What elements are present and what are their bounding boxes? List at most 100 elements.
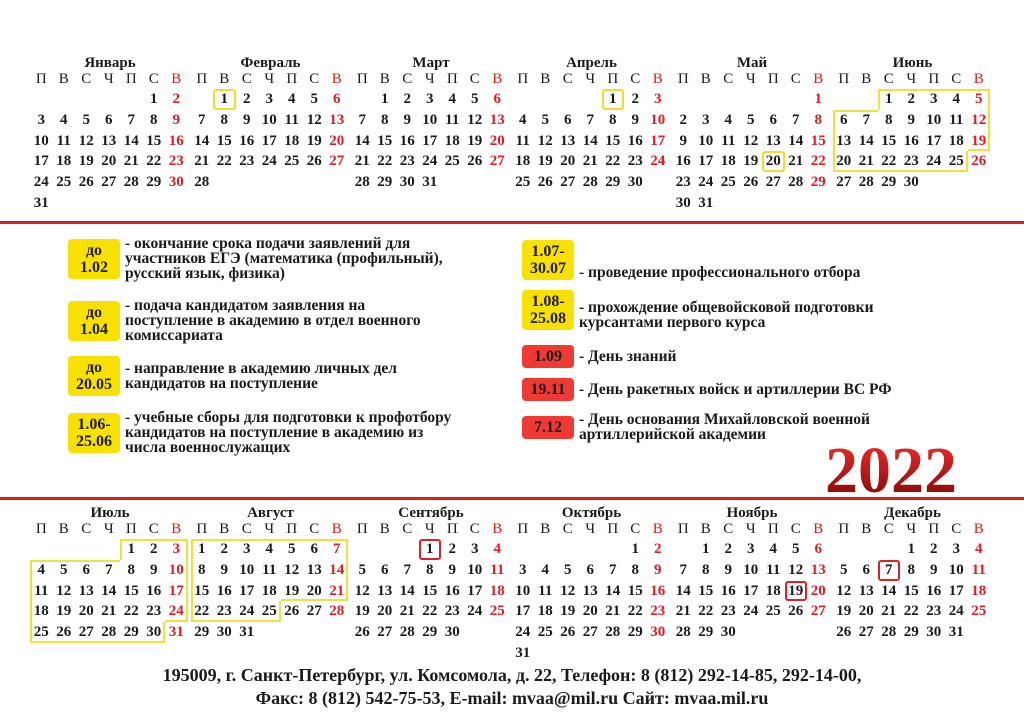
day-cell[interactable]: 7	[609, 561, 617, 578]
day-cell[interactable]: 9	[907, 111, 916, 128]
day-cell[interactable]: 13	[306, 561, 322, 578]
day-cell[interactable]: 20	[101, 153, 117, 170]
day-cell[interactable]: 4	[769, 541, 778, 557]
day-cell[interactable]: 18	[284, 132, 300, 149]
day-cell[interactable]: 25	[765, 603, 781, 620]
day-cell[interactable]: 13	[377, 582, 393, 599]
day-cell[interactable]: 31	[948, 624, 964, 641]
day-cell[interactable]: 16	[903, 132, 919, 149]
day-cell[interactable]: 25	[971, 603, 987, 620]
day-cell[interactable]: 10	[422, 111, 438, 128]
day-cell[interactable]: 19	[78, 153, 94, 170]
day-cell[interactable]: 30	[168, 174, 184, 191]
day-cell[interactable]: 9	[403, 111, 412, 128]
day-cell[interactable]: 6	[493, 91, 502, 107]
day-cell[interactable]: 19	[971, 132, 987, 149]
day-cell[interactable]: 6	[564, 111, 572, 128]
day-cell-highlighted[interactable]: 19	[784, 580, 807, 602]
day-cell[interactable]: 2	[243, 91, 251, 107]
day-cell[interactable]: 14	[194, 132, 210, 149]
day-cell[interactable]: 2	[220, 541, 229, 557]
day-cell[interactable]: 6	[586, 561, 595, 578]
day-cell[interactable]: 11	[971, 561, 986, 578]
day-cell[interactable]: 28	[788, 174, 804, 191]
day-cell[interactable]: 12	[78, 132, 94, 149]
day-cell[interactable]: 28	[329, 603, 345, 620]
day-cell[interactable]: 10	[948, 561, 964, 578]
day-cell[interactable]: 15	[146, 132, 162, 149]
day-cell[interactable]: 9	[220, 561, 229, 578]
day-cell[interactable]: 23	[444, 603, 460, 620]
day-cell[interactable]: 16	[720, 582, 736, 599]
day-cell[interactable]: 4	[724, 111, 733, 128]
day-cell[interactable]: 4	[493, 541, 502, 557]
day-cell[interactable]: 6	[333, 91, 341, 107]
day-cell[interactable]: 18	[444, 132, 460, 149]
day-cell[interactable]: 10	[698, 132, 714, 149]
day-cell[interactable]: 13	[582, 582, 598, 599]
day-cell[interactable]: 22	[627, 603, 643, 620]
day-cell[interactable]: 29	[146, 174, 162, 191]
day-cell[interactable]: 24	[515, 624, 531, 641]
day-cell[interactable]: 10	[168, 561, 184, 578]
day-cell[interactable]: 12	[56, 582, 72, 599]
day-cell[interactable]: 12	[743, 132, 759, 149]
day-cell[interactable]: 24	[650, 153, 666, 170]
day-cell[interactable]: 8	[702, 561, 710, 578]
day-cell[interactable]: 16	[444, 582, 460, 599]
day-cell[interactable]: 20	[560, 153, 576, 170]
day-cell[interactable]: 21	[881, 603, 897, 620]
day-cell[interactable]: 17	[650, 132, 666, 149]
day-cell[interactable]: 30	[146, 624, 162, 641]
day-cell[interactable]: 8	[885, 111, 893, 128]
day-cell[interactable]: 9	[930, 561, 938, 578]
day-cell[interactable]: 29	[810, 174, 826, 191]
day-cell[interactable]: 17	[467, 582, 483, 599]
day-cell[interactable]: 7	[358, 111, 367, 128]
day-cell[interactable]: 15	[216, 132, 232, 149]
day-cell[interactable]: 21	[605, 603, 621, 620]
day-cell[interactable]: 13	[858, 582, 874, 599]
day-cell[interactable]: 27	[836, 174, 852, 191]
day-cell[interactable]: 1	[381, 91, 389, 107]
day-cell[interactable]: 30	[903, 174, 919, 191]
day-cell[interactable]: 25	[948, 153, 964, 170]
day-cell[interactable]: 24	[239, 603, 255, 620]
day-cell[interactable]: 30	[444, 624, 460, 641]
day-cell-highlighted[interactable]: 7	[877, 559, 900, 581]
day-cell[interactable]: 11	[490, 561, 505, 578]
day-cell[interactable]: 9	[724, 561, 733, 578]
day-cell[interactable]: 26	[836, 624, 852, 641]
day-cell[interactable]: 13	[836, 132, 852, 149]
day-cell[interactable]: 26	[56, 624, 72, 641]
day-cell[interactable]: 12	[836, 582, 852, 599]
day-cell[interactable]: 12	[306, 111, 322, 128]
day-cell[interactable]: 23	[239, 153, 255, 170]
day-cell[interactable]: 8	[220, 111, 229, 128]
day-cell[interactable]: 14	[788, 132, 804, 149]
day-cell[interactable]: 7	[333, 541, 341, 557]
day-cell[interactable]: 11	[766, 561, 781, 578]
day-cell[interactable]: 6	[82, 561, 91, 578]
day-cell[interactable]: 29	[123, 624, 139, 641]
day-cell[interactable]: 27	[329, 153, 345, 170]
day-cell[interactable]: 28	[101, 624, 117, 641]
day-cell[interactable]: 22	[605, 153, 621, 170]
day-cell[interactable]: 10	[743, 561, 759, 578]
day-cell[interactable]: 6	[862, 561, 871, 578]
day-cell[interactable]: 2	[679, 111, 688, 128]
day-cell[interactable]: 27	[377, 624, 393, 641]
day-cell[interactable]: 4	[952, 91, 961, 107]
day-cell[interactable]: 3	[702, 111, 710, 128]
day-cell[interactable]: 3	[747, 541, 755, 557]
day-cell[interactable]: 12	[284, 561, 300, 578]
day-cell[interactable]: 10	[926, 111, 942, 128]
day-cell[interactable]: 10	[650, 111, 666, 128]
day-cell[interactable]: 5	[60, 561, 68, 578]
day-cell[interactable]: 18	[971, 582, 987, 599]
day-cell[interactable]: 24	[948, 603, 964, 620]
day-cell[interactable]: 25	[515, 174, 531, 191]
day-cell[interactable]: 26	[537, 174, 553, 191]
day-cell[interactable]: 3	[37, 111, 46, 128]
day-cell[interactable]: 17	[948, 582, 964, 599]
